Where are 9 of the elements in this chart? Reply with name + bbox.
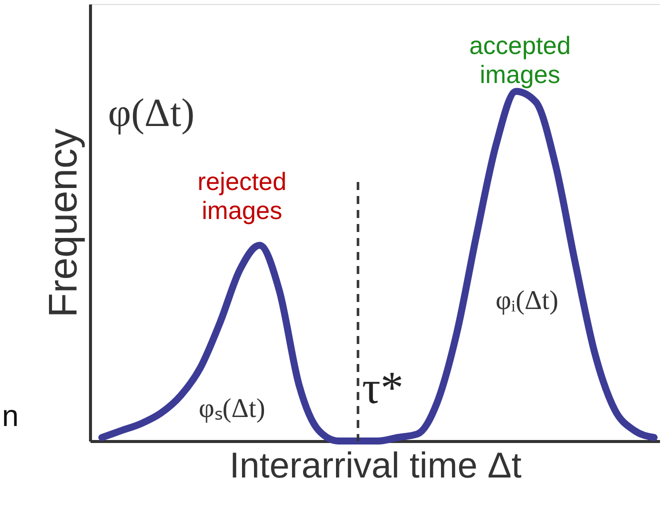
annotation: φᵢ(Δt) (496, 285, 558, 315)
text: accepted images (469, 32, 571, 89)
annotation: φ(Δt) (108, 90, 195, 135)
annotation: τ* (362, 362, 404, 413)
text: n (2, 400, 19, 433)
x-axis-title: Interarrival time Δt (229, 444, 522, 486)
annotation: φₛ(Δt) (198, 393, 266, 423)
y-axis-title: Frequency (42, 128, 86, 318)
annotation: rejected images (198, 168, 286, 225)
